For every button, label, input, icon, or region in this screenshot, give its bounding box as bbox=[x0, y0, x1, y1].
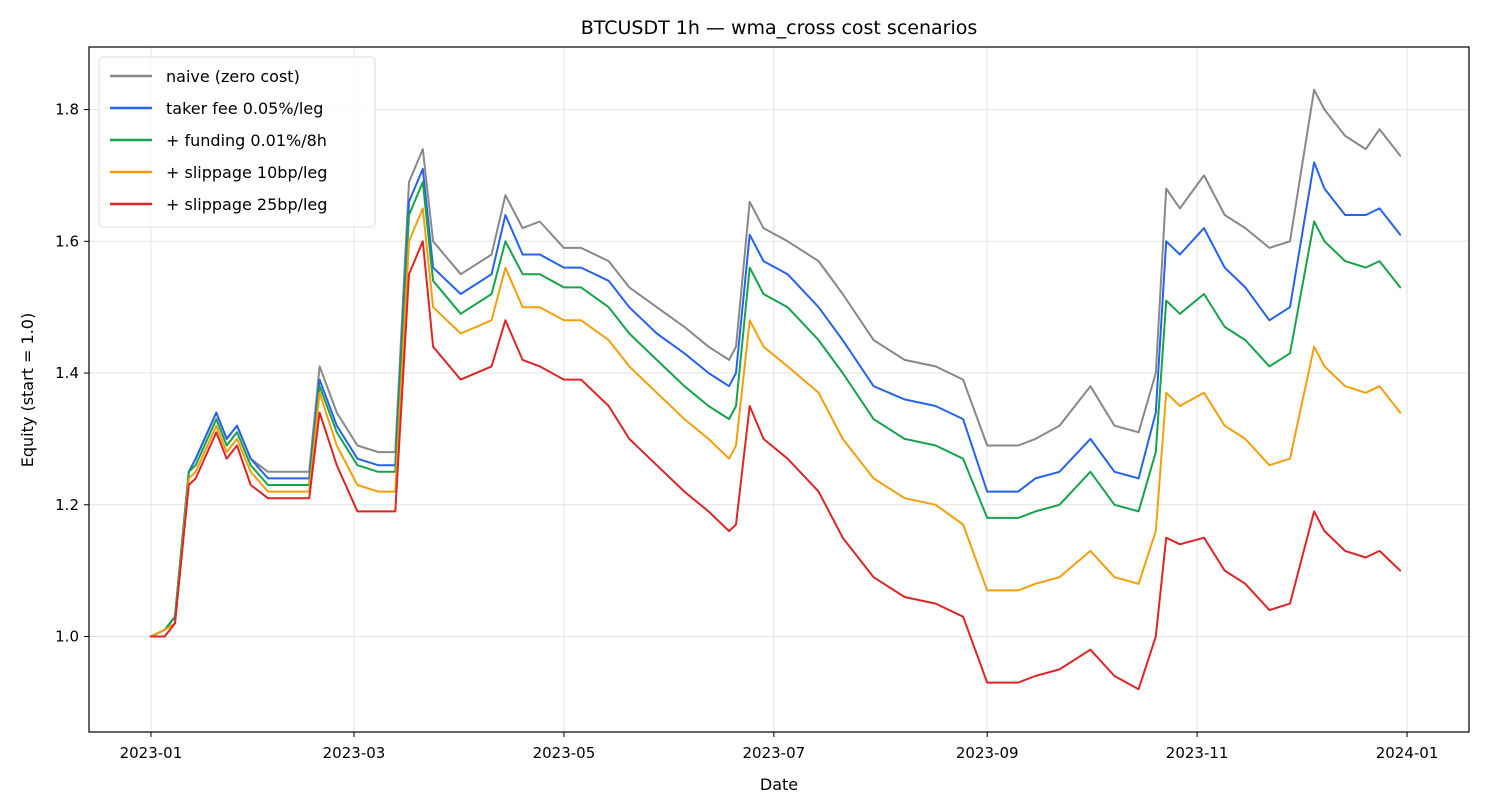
x-tick-label: 2023-09 bbox=[956, 744, 1019, 762]
x-tick-label: 2023-11 bbox=[1166, 744, 1229, 762]
x-tick-label: 2023-05 bbox=[533, 744, 596, 762]
x-tick-label: 2023-07 bbox=[742, 744, 805, 762]
y-tick-label: 1.6 bbox=[55, 232, 79, 250]
legend-label: taker fee 0.05%/leg bbox=[166, 99, 323, 118]
plot-frame bbox=[88, 46, 1470, 733]
x-axis-label: Date bbox=[760, 775, 798, 794]
legend-label: naive (zero cost) bbox=[166, 67, 300, 86]
y-tick-label: 1.4 bbox=[55, 364, 79, 382]
series-lines bbox=[149, 88, 1402, 691]
axis-ticks: 2023-01 2023-03 2023-05 2023-07 2023-09 2023-… bbox=[55, 101, 1438, 762]
legend-box bbox=[98, 56, 376, 228]
series-line bbox=[149, 207, 1402, 638]
y-tick-label: 1.2 bbox=[55, 496, 79, 514]
y-tick-label: 1.8 bbox=[55, 101, 79, 119]
series-line bbox=[149, 240, 1402, 691]
legend-label: + funding 0.01%/8h bbox=[166, 131, 327, 150]
x-tick-label: 2024-01 bbox=[1376, 744, 1439, 762]
y-axis-label: Equity (start = 1.0) bbox=[18, 313, 37, 467]
legend-label: + slippage 25bp/leg bbox=[166, 195, 327, 214]
grid bbox=[89, 47, 1469, 732]
legend-label: + slippage 10bp/leg bbox=[166, 163, 327, 182]
legend: naive (zero cost) taker fee 0.05%/leg + fu… bbox=[98, 56, 376, 228]
chart-title: BTCUSDT 1h — wma_cross cost scenarios bbox=[581, 17, 978, 39]
x-tick-label: 2023-03 bbox=[323, 744, 386, 762]
y-tick-label: 1.0 bbox=[55, 627, 79, 645]
x-tick-label: 2023-01 bbox=[120, 744, 183, 762]
